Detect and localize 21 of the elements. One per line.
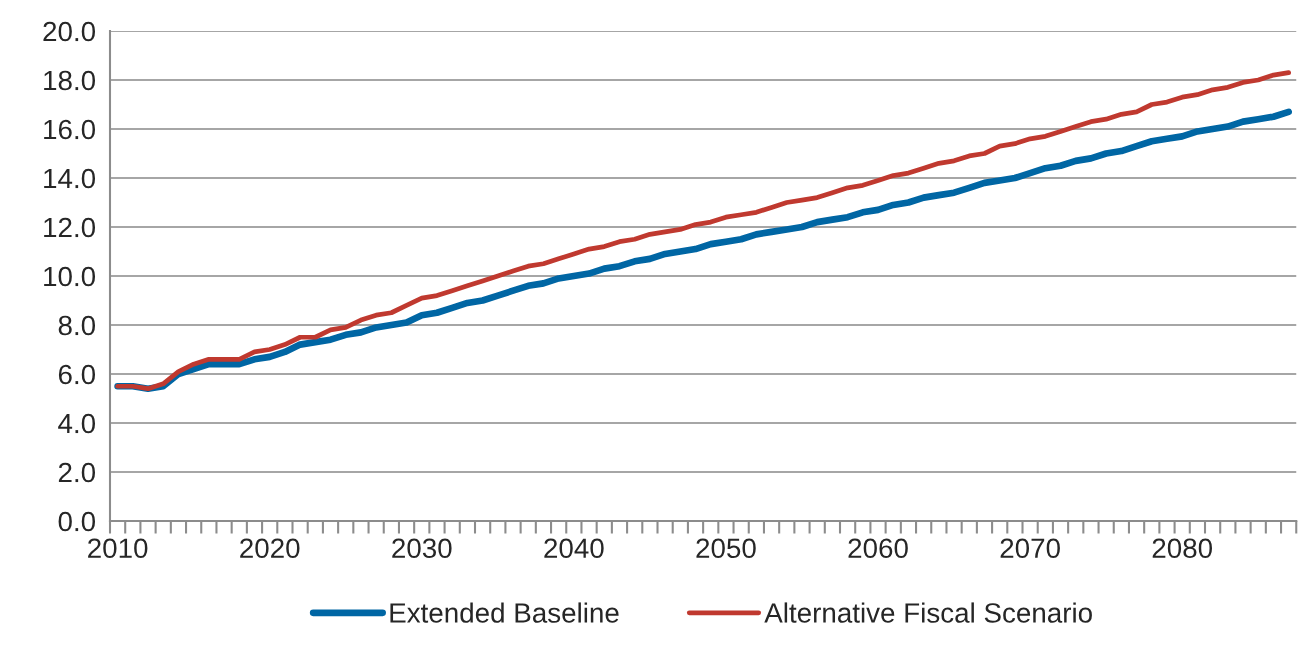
x-tick-label: 2010 (88, 538, 148, 559)
y-tick-label: 6.0 (58, 364, 96, 385)
x-tick-label: 2050 (696, 538, 756, 559)
y-tick-label: 14.0 (44, 168, 96, 189)
y-tick-label: 2.0 (58, 462, 96, 483)
x-tick-label: 2030 (392, 538, 452, 559)
x-tick-label: 2020 (240, 538, 300, 559)
y-tick-label: 18.0 (44, 70, 96, 91)
legend-label: Alternative Fiscal Scenario (764, 602, 1092, 623)
y-tick-label: 4.0 (58, 413, 96, 434)
y-tick-label: 0.0 (58, 511, 96, 532)
x-tick-label: 2040 (544, 538, 604, 559)
y-tick-label: 20.0 (43, 21, 96, 42)
legend-label: Extended Baseline (390, 602, 619, 623)
y-tick-label: 10.0 (44, 266, 96, 287)
y-tick-label: 8.0 (58, 315, 96, 336)
y-tick-label: 16.0 (44, 119, 96, 140)
x-tick-label: 2080 (1152, 538, 1213, 559)
x-tick-label: 2070 (1000, 538, 1060, 559)
y-tick-label: 12.0 (44, 217, 96, 238)
x-tick-label: 2060 (848, 538, 908, 559)
